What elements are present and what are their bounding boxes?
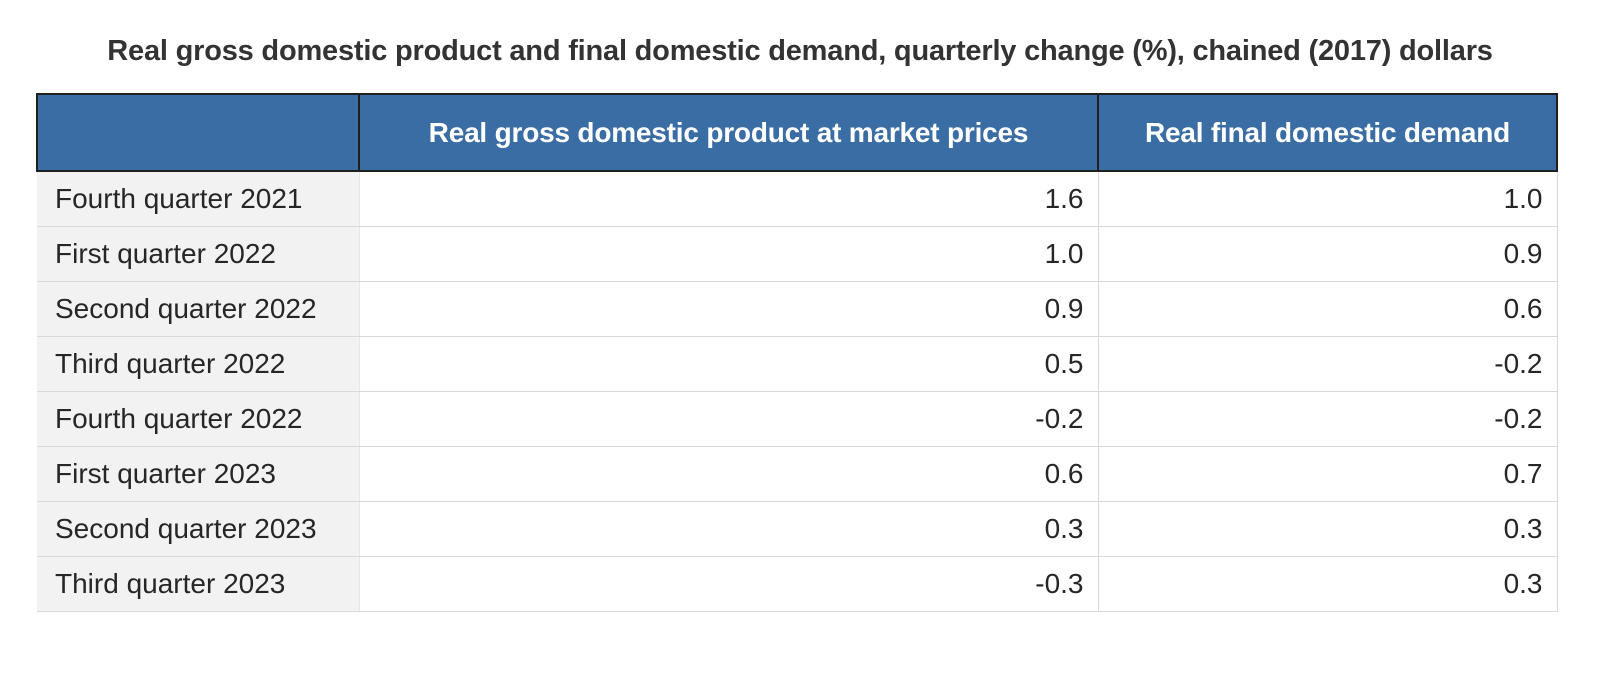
demand-value: -0.2: [1098, 391, 1558, 447]
gdp-value: 0.5: [359, 336, 1099, 392]
gdp-value: -0.2: [359, 391, 1099, 447]
gdp-value: 1.6: [359, 171, 1099, 227]
table-row: First quarter 2022 1.0 0.9: [37, 226, 1558, 282]
table-row: Second quarter 2022 0.9 0.6: [37, 281, 1558, 337]
table-row: Third quarter 2022 0.5 -0.2: [37, 336, 1558, 392]
demand-value: -0.2: [1098, 336, 1558, 392]
gdp-demand-table: Real gross domestic product at market pr…: [36, 93, 1558, 612]
header-row: Real gross domestic product at market pr…: [36, 93, 1558, 172]
row-label: Third quarter 2023: [37, 556, 360, 612]
gdp-value: 1.0: [359, 226, 1099, 282]
table-header: Real gross domestic product at market pr…: [36, 93, 1558, 172]
demand-value: 0.9: [1098, 226, 1558, 282]
table-row: Second quarter 2023 0.3 0.3: [37, 501, 1558, 557]
row-label: First quarter 2023: [37, 446, 360, 502]
demand-value: 0.3: [1098, 501, 1558, 557]
page-title: Real gross domestic product and final do…: [107, 35, 1493, 67]
header-corner-cell: [36, 93, 360, 172]
row-label: Second quarter 2022: [37, 281, 360, 337]
row-label: Fourth quarter 2022: [37, 391, 360, 447]
demand-value: 0.3: [1098, 556, 1558, 612]
row-label: Second quarter 2023: [37, 501, 360, 557]
gdp-value: 0.3: [359, 501, 1099, 557]
table-row: Third quarter 2023 -0.3 0.3: [37, 556, 1558, 612]
demand-value: 0.7: [1098, 446, 1558, 502]
header-gdp-column: Real gross domestic product at market pr…: [358, 93, 1099, 172]
table-row: Fourth quarter 2021 1.6 1.0: [37, 171, 1558, 227]
demand-value: 0.6: [1098, 281, 1558, 337]
gdp-value: -0.3: [359, 556, 1099, 612]
table-body: Fourth quarter 2021 1.6 1.0 First quarter 2…: [37, 171, 1558, 612]
row-label: Third quarter 2022: [37, 336, 360, 392]
table-row: First quarter 2023 0.6 0.7: [37, 446, 1558, 502]
gdp-value: 0.9: [359, 281, 1099, 337]
row-label: Fourth quarter 2021: [37, 171, 360, 227]
gdp-value: 0.6: [359, 446, 1099, 502]
row-label: First quarter 2022: [37, 226, 360, 282]
header-demand-column: Real final domestic demand: [1097, 93, 1558, 172]
demand-value: 1.0: [1098, 171, 1558, 227]
table-row: Fourth quarter 2022 -0.2 -0.2: [37, 391, 1558, 447]
